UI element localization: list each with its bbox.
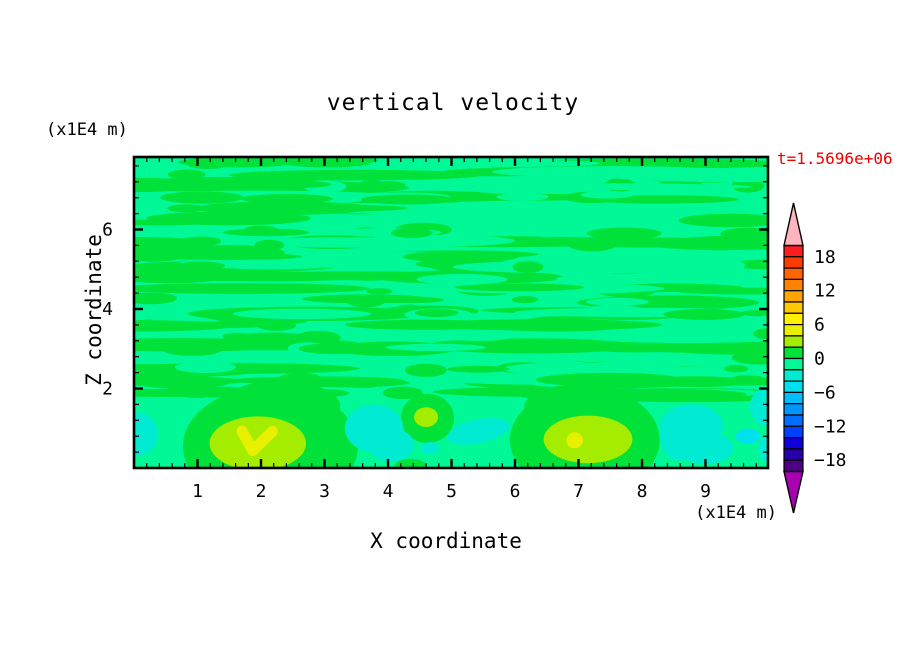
timestamp-label: t=1.5696e+06 bbox=[777, 149, 893, 168]
contour-blob bbox=[394, 458, 427, 468]
colorbar-segment bbox=[783, 244, 804, 258]
plot-area: 1 2 3 4 5 6 7 8 9 2 4 6 bbox=[102, 155, 770, 502]
colorbar-label: −6 bbox=[814, 382, 836, 403]
colorbar-segment bbox=[783, 278, 804, 292]
colorbar-segment bbox=[783, 369, 804, 382]
contour-blob bbox=[524, 384, 633, 429]
contour-blob bbox=[414, 407, 439, 427]
x-tick-label: 8 bbox=[637, 481, 648, 502]
z-tick-label: 4 bbox=[102, 299, 113, 320]
contour-blob bbox=[421, 442, 439, 455]
colorbar-segment bbox=[783, 448, 804, 461]
contour-blob bbox=[446, 418, 510, 445]
x-tick-label: 2 bbox=[256, 481, 267, 502]
x-tick-label: 1 bbox=[192, 481, 203, 502]
z-axis-title: Z coordinate bbox=[82, 234, 106, 386]
z-tick-label: 2 bbox=[102, 379, 113, 400]
x-tick-label: 3 bbox=[319, 481, 330, 502]
colorbar-segment bbox=[783, 391, 804, 405]
colorbar-segment bbox=[783, 267, 804, 281]
colorbar-segment bbox=[783, 357, 804, 371]
contour-field bbox=[134, 157, 768, 468]
colorbar-label: 12 bbox=[814, 281, 836, 302]
colorbar-label: 6 bbox=[814, 315, 825, 336]
colorbar-label: −12 bbox=[814, 416, 847, 437]
colorbar-top-arrow bbox=[783, 202, 804, 247]
contour-blob bbox=[749, 386, 768, 427]
colorbar-label: −18 bbox=[814, 450, 847, 471]
colorbar-segment bbox=[783, 414, 804, 427]
contour-blob bbox=[543, 415, 633, 464]
contour-blob bbox=[659, 411, 704, 461]
colorbar-segment bbox=[783, 459, 804, 473]
plot-title: vertical velocity bbox=[326, 90, 580, 116]
colorbar-bottom-arrow bbox=[783, 470, 804, 514]
x-axis-title: X coordinate bbox=[370, 529, 522, 553]
z-tick-label: 6 bbox=[102, 220, 113, 241]
axis-ticks bbox=[134, 157, 768, 468]
contour-blob bbox=[134, 412, 159, 457]
contour-blob bbox=[735, 428, 761, 444]
colorbar-label: 18 bbox=[814, 247, 836, 268]
colorbar-segment bbox=[783, 380, 804, 394]
colorbar-segment bbox=[783, 425, 804, 439]
colorbar-group: 18 12 6 0 −6 −12 −18 bbox=[783, 202, 847, 514]
x-tick-label: 6 bbox=[510, 481, 521, 502]
colorbar-segment bbox=[783, 290, 804, 303]
colorbar-segment bbox=[783, 312, 804, 326]
x-tick-label: 9 bbox=[700, 481, 711, 502]
colorbar-segment bbox=[783, 301, 804, 314]
x-tick-label: 5 bbox=[446, 481, 457, 502]
colorbar-segment bbox=[783, 335, 804, 348]
contour-core bbox=[236, 425, 278, 456]
contour-blob bbox=[758, 432, 768, 464]
x-tick-label: 4 bbox=[383, 481, 394, 502]
colorbar-segment bbox=[783, 346, 804, 360]
x-tick-label: 7 bbox=[573, 481, 584, 502]
colorbar-segment bbox=[783, 403, 804, 416]
colorbar-segment bbox=[783, 256, 804, 269]
x-axis-unit-label: (x1E4 m) bbox=[695, 503, 777, 523]
colorbar-label: 0 bbox=[814, 349, 825, 370]
colorbar-segment bbox=[783, 324, 804, 337]
contour-blob bbox=[368, 428, 415, 462]
z-axis-unit-label: (x1E4 m) bbox=[46, 120, 128, 140]
colorbar-segment bbox=[783, 437, 804, 450]
contour-blob bbox=[566, 432, 583, 449]
